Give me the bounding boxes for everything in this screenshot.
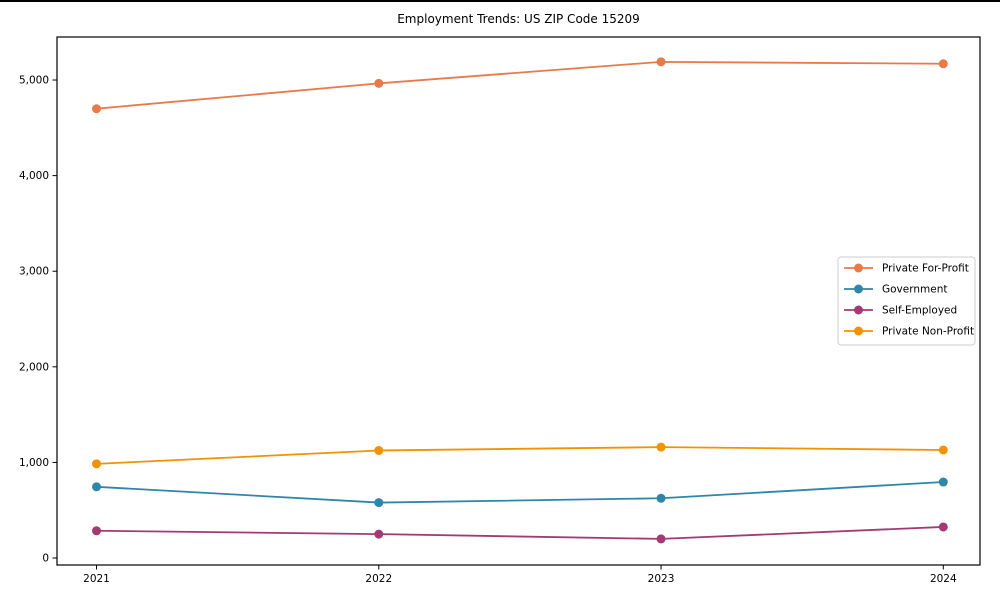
data-point <box>374 78 384 88</box>
data-point <box>656 442 666 452</box>
data-point <box>938 522 948 532</box>
data-point <box>938 477 948 487</box>
legend-marker-icon <box>854 284 863 294</box>
series-line-private-non-profit <box>96 446 944 465</box>
data-point <box>92 526 102 536</box>
data-point <box>656 534 666 544</box>
legend-marker-icon <box>854 263 863 273</box>
x-tick-label: 2023 <box>648 573 675 585</box>
legend-item: Private Non-Profit <box>844 326 974 338</box>
legend-item-label: Government <box>882 284 947 296</box>
plot-border <box>56 36 981 566</box>
chart-title: Employment Trends: US ZIP Code 15209 <box>397 12 640 26</box>
data-point <box>938 445 948 455</box>
x-tick-label: 2021 <box>83 573 110 585</box>
data-point <box>92 104 102 114</box>
legend-item-label: Private For-Profit <box>882 263 969 275</box>
data-point <box>656 493 666 503</box>
data-point <box>374 445 384 455</box>
series-line-government <box>96 481 944 504</box>
y-tick-label: 3,000 <box>19 266 49 278</box>
legend-item-label: Self-Employed <box>882 305 957 317</box>
y-tick-label: 0 <box>42 553 49 565</box>
legend-item: Government <box>844 284 947 296</box>
legend-item: Private For-Profit <box>844 263 969 275</box>
series-line-private-for-profit <box>96 60 944 110</box>
y-tick-label: 2,000 <box>19 361 49 373</box>
y-tick-label: 1,000 <box>19 457 49 469</box>
legend-marker-icon <box>854 305 863 315</box>
data-point <box>938 59 948 69</box>
y-tick-label: 5,000 <box>19 75 49 87</box>
x-tick-label: 2022 <box>365 573 392 585</box>
legend-item-label: Private Non-Profit <box>882 326 974 338</box>
series-line-self-employed <box>96 526 944 540</box>
data-point <box>92 459 102 469</box>
x-tick-label: 2024 <box>930 573 957 585</box>
data-point <box>374 498 384 508</box>
data-point <box>374 529 384 539</box>
legend-item: Self-Employed <box>844 305 957 317</box>
y-tick-label: 4,000 <box>19 170 49 182</box>
legend-marker-icon <box>854 326 863 336</box>
data-point <box>92 482 102 492</box>
legend-box <box>837 256 976 346</box>
data-point <box>656 57 666 67</box>
